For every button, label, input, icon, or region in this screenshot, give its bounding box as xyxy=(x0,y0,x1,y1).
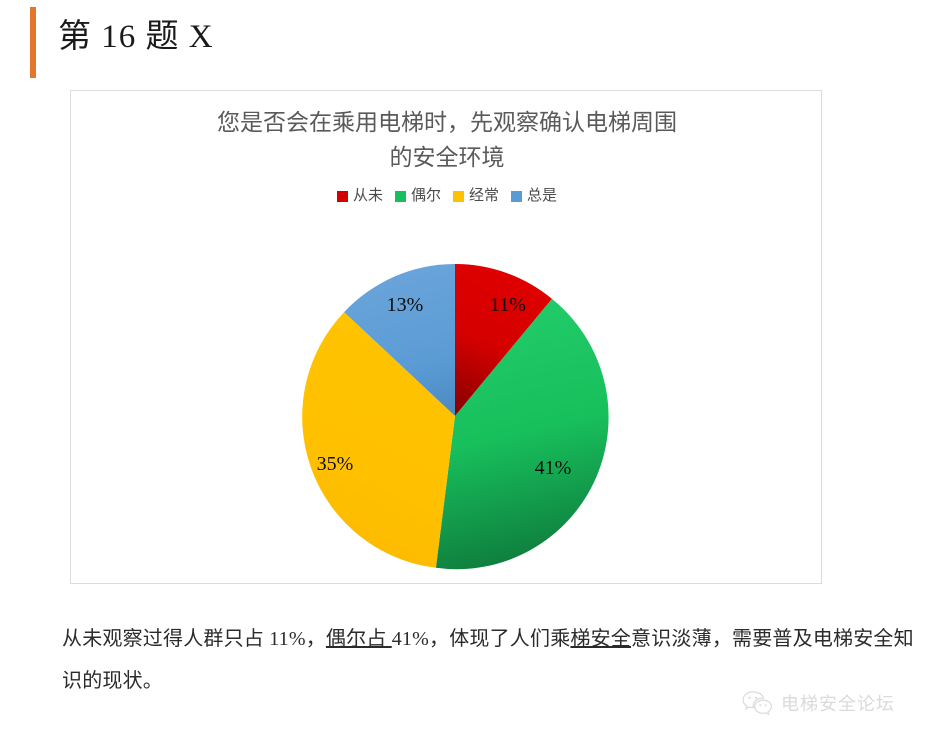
chart-title: 您是否会在乘用电梯时，先观察确认电梯周围 的安全环境 xyxy=(131,105,763,175)
chart-title-line-2: 的安全环境 xyxy=(389,145,505,170)
legend-swatch-icon xyxy=(511,191,523,202)
legend-swatch-icon xyxy=(453,191,464,202)
legend-label: 总是 xyxy=(527,188,558,204)
pie-slice-never[interactable] xyxy=(455,263,552,416)
wechat-icon xyxy=(742,691,772,716)
legend-label: 从未 xyxy=(352,188,383,204)
legend-item-often[interactable]: 经常 xyxy=(453,189,499,204)
pie-slice-always[interactable] xyxy=(344,264,455,416)
caption-paragraph: 从未观察过得人群只占 11%，偶尔占 41%，体现了人们乘梯安全意识淡薄，需要普… xyxy=(62,618,932,702)
title-accent-bar xyxy=(30,7,36,78)
legend-swatch-icon xyxy=(336,191,348,202)
legend-item-never[interactable]: 从未 xyxy=(336,188,383,204)
caption-underlined-1: 偶尔占 xyxy=(325,628,392,650)
legend-item-always[interactable]: 总是 xyxy=(511,189,557,204)
legend-item-occasionally[interactable]: 偶尔 xyxy=(394,188,441,204)
slide-header: 第 16 题 X xyxy=(0,0,952,88)
legend-label: 偶尔 xyxy=(410,188,441,204)
caption-segment-2: 41%，体现了人们乘 xyxy=(391,628,571,650)
caption-underlined-2: 梯安全 xyxy=(570,628,632,650)
pie-chart: 11% 41% 35% 13% xyxy=(302,263,609,570)
caption-segment-3: 意识淡薄，需要普及电梯安全知识的现状。 xyxy=(62,628,914,692)
pie-slice-occasionally[interactable] xyxy=(435,298,609,570)
pie-label-never: 11% xyxy=(490,294,526,316)
caption-segment-1: 从未观察过得人群只占 11%， xyxy=(62,628,326,650)
chart-legend: 从未 偶尔 经常 总是 xyxy=(71,189,823,204)
pie-chart-plot-area: 11% 41% 35% 13% xyxy=(71,221,823,581)
pie-label-always: 13% xyxy=(387,294,424,316)
chart-title-line-1: 您是否会在乘用电梯时，先观察确认电梯周围 xyxy=(217,110,677,135)
legend-label: 经常 xyxy=(469,188,500,204)
watermark-label: 电梯安全论坛 xyxy=(781,694,895,714)
watermark: 电梯安全论坛 xyxy=(742,683,942,723)
pie-label-often: 35% xyxy=(317,453,354,475)
page-title: 第 16 题 X xyxy=(58,19,214,55)
pie-slice-often[interactable] xyxy=(302,312,455,568)
chart-container: 您是否会在乘用电梯时，先观察确认电梯周围 的安全环境 从未 偶尔 经常 总是 xyxy=(70,90,822,584)
pie-label-occasionally: 41% xyxy=(535,457,572,479)
legend-swatch-icon xyxy=(394,191,406,202)
